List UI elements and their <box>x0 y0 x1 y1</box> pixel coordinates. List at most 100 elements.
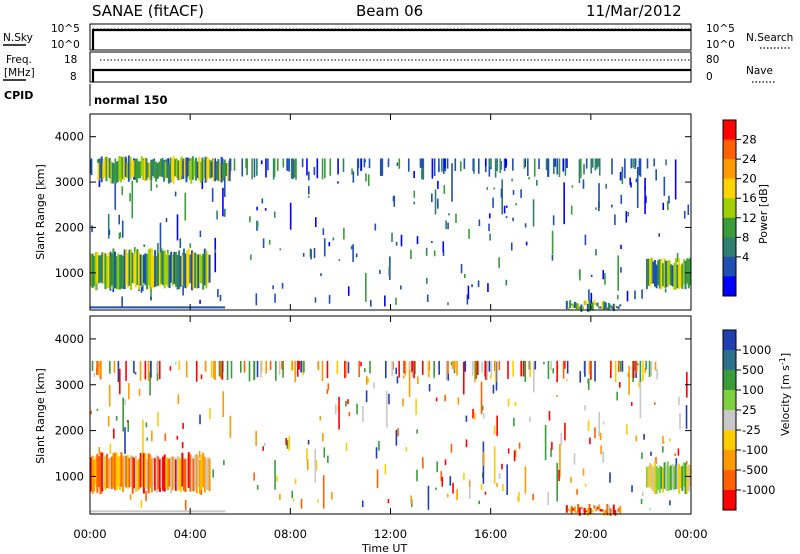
scatter-echo <box>602 421 605 425</box>
upper-band-echo <box>294 158 297 178</box>
scatter-echo <box>289 202 292 230</box>
region-cell <box>102 252 105 285</box>
scatter-echo <box>184 192 187 221</box>
scatter-echo <box>481 361 483 373</box>
scatter-echo <box>395 241 398 246</box>
scatter-echo <box>605 183 607 189</box>
upper-band-echo <box>553 158 555 175</box>
region-cell <box>162 456 165 491</box>
upper-band-echo <box>265 360 268 374</box>
region-cell <box>662 263 665 287</box>
x-axis-label: Time UT <box>361 542 407 554</box>
upper-band-echo <box>590 158 593 174</box>
upper-band-echo <box>219 360 221 377</box>
scatter-echo <box>402 398 404 407</box>
scatter-echo <box>663 176 666 196</box>
upper-band-echo <box>477 360 479 375</box>
region-cell <box>91 455 94 494</box>
scatter-echo <box>327 383 330 391</box>
region-cell <box>676 264 679 289</box>
upper-band-echo <box>294 360 296 383</box>
scatter-echo <box>416 236 419 245</box>
region-cell <box>200 454 203 490</box>
region-cell <box>192 252 195 290</box>
region-cell <box>671 464 674 490</box>
scatter-echo <box>471 284 473 288</box>
upper-band-echo <box>369 360 371 374</box>
scatter-echo <box>441 477 444 487</box>
upper-band-echo <box>494 158 497 178</box>
region-cell <box>166 159 169 178</box>
colorbar-swatch <box>723 350 736 371</box>
region-cell <box>99 158 102 179</box>
upper-band-echo <box>421 360 424 375</box>
region-cell <box>167 163 170 184</box>
region-cell <box>94 252 97 291</box>
near-range-echo <box>90 510 226 513</box>
upper-band-echo <box>411 360 413 372</box>
scatter-echo <box>507 448 510 454</box>
scatter-echo <box>517 496 519 502</box>
scatter-echo <box>300 498 303 509</box>
scatter-echo <box>397 428 399 437</box>
scatter-echo <box>347 399 349 405</box>
region-cell <box>609 304 612 308</box>
region-cell <box>201 157 204 181</box>
region-cell <box>203 248 206 286</box>
scatter-echo <box>338 259 341 262</box>
scatter-echo <box>199 414 201 425</box>
region-cell <box>96 453 99 493</box>
upper-band-echo <box>407 158 410 172</box>
scatter-echo <box>641 452 643 459</box>
scatter-echo <box>293 159 296 178</box>
upper-band-echo <box>253 158 256 178</box>
region-cell <box>125 455 128 488</box>
scatter-echo <box>641 289 643 299</box>
region-cell <box>649 462 652 487</box>
region-cell <box>126 162 129 179</box>
power-colorbar-label: Power [dB] <box>757 184 770 244</box>
scatter-echo <box>286 440 289 449</box>
scatter-echo <box>644 177 646 215</box>
scatter-echo <box>551 441 553 450</box>
region-cell <box>678 463 681 494</box>
scatter-echo <box>650 451 652 456</box>
region-cell <box>198 157 201 181</box>
scatter-echo <box>101 490 103 494</box>
region-cell <box>163 454 166 492</box>
scatter-echo <box>590 292 593 304</box>
y-tick-label: 3000 <box>55 175 84 189</box>
region-cell <box>586 507 589 516</box>
scatter-echo <box>121 186 124 196</box>
region-cell <box>596 302 599 307</box>
scatter-echo <box>96 159 99 163</box>
scatter-echo <box>122 397 124 432</box>
region-cell <box>607 302 610 310</box>
scatter-echo <box>124 427 126 454</box>
scatter-echo <box>165 217 168 223</box>
scatter-echo <box>413 170 415 179</box>
scatter-echo <box>626 424 628 435</box>
region-cell <box>136 459 139 492</box>
scatter-echo <box>96 408 99 411</box>
upper-band-echo <box>421 158 423 168</box>
upper-band-echo <box>391 360 393 377</box>
scatter-echo <box>511 178 513 182</box>
region-cell <box>617 508 620 512</box>
upper-band-echo <box>538 158 540 170</box>
upper-band-echo <box>473 158 475 174</box>
region-cell <box>670 465 673 490</box>
scatter-echo <box>468 229 470 239</box>
scatter-echo <box>584 234 587 246</box>
region-cell <box>147 453 150 494</box>
upper-band-echo <box>282 360 284 378</box>
region-cell <box>181 452 184 487</box>
region-cell <box>91 253 94 288</box>
region-cell <box>684 462 687 495</box>
upper-band-echo <box>316 158 319 179</box>
upper-band-echo <box>96 360 98 372</box>
scatter-echo <box>465 415 468 422</box>
region-cell <box>214 161 217 182</box>
upper-band-echo <box>158 360 161 380</box>
scatter-echo <box>435 397 438 402</box>
